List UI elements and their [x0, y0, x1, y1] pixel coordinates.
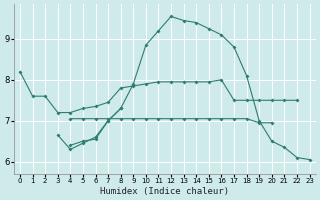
X-axis label: Humidex (Indice chaleur): Humidex (Indice chaleur) — [100, 187, 229, 196]
